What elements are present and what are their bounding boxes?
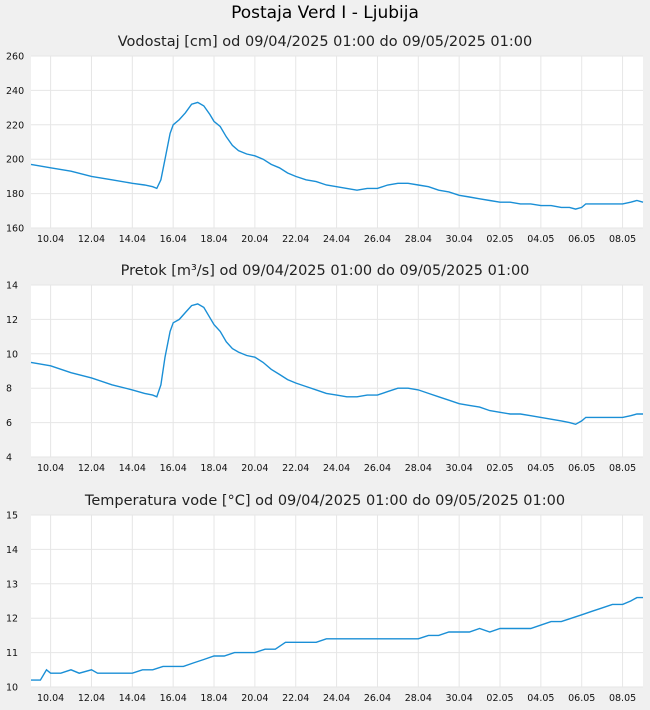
x-tick-label: 22.04 [282, 463, 309, 474]
x-tick-label: 30.04 [446, 463, 473, 474]
x-tick-label: 10.04 [37, 463, 64, 474]
y-tick-label: 12 [6, 614, 18, 625]
x-tick-label: 24.04 [323, 693, 350, 704]
y-tick-label: 10 [6, 683, 18, 694]
x-tick-label: 28.04 [405, 463, 432, 474]
x-tick-label: 22.04 [282, 693, 309, 704]
y-tick-label: 180 [6, 189, 24, 200]
y-tick-label: 14 [6, 281, 18, 292]
x-tick-label: 26.04 [364, 693, 391, 704]
y-tick-label: 240 [6, 86, 24, 97]
x-tick-label: 20.04 [241, 463, 268, 474]
x-tick-label: 04.05 [527, 693, 554, 704]
x-tick-label: 16.04 [160, 693, 187, 704]
y-tick-label: 13 [6, 579, 18, 590]
y-tick-label: 160 [6, 224, 24, 235]
x-tick-label: 10.04 [37, 693, 64, 704]
x-tick-label: 02.05 [486, 234, 513, 245]
x-tick-label: 26.04 [364, 463, 391, 474]
x-tick-label: 08.05 [609, 463, 636, 474]
chart-3: 10 11 12 13 14 15 10.04 12.04 14.04 16.04 18.04 20.… [6, 493, 643, 704]
y-tick-label: 4 [6, 453, 12, 464]
series-line [30, 303, 643, 426]
chart-title: Vodostaj [cm] od 09/04/2025 01:00 do 09/… [118, 34, 532, 50]
x-tick-label: 30.04 [446, 693, 473, 704]
x-tick-label: 28.04 [405, 693, 432, 704]
x-tick-label: 08.05 [609, 234, 636, 245]
x-tick-label: 26.04 [364, 234, 391, 245]
y-tick-label: 12 [6, 315, 18, 326]
x-tick-label: 20.04 [241, 693, 268, 704]
x-tick-label: 20.04 [241, 234, 268, 245]
y-tick-label: 6 [6, 418, 12, 429]
x-tick-label: 24.04 [323, 234, 350, 245]
x-tick-label: 24.04 [323, 463, 350, 474]
x-tick-label: 14.04 [119, 234, 146, 245]
x-tick-label: 06.05 [568, 463, 595, 474]
x-tick-label: 18.04 [200, 234, 227, 245]
chart-title: Temperatura vode [°C] od 09/04/2025 01:0… [84, 493, 565, 509]
x-tick-label: 14.04 [119, 693, 146, 704]
page-title: Postaja Verd I - Ljubija [231, 3, 419, 23]
series-line [31, 596, 643, 681]
y-tick-label: 8 [6, 384, 12, 395]
x-tick-label: 02.05 [486, 693, 513, 704]
x-tick-label: 18.04 [200, 693, 227, 704]
x-tick-label: 22.04 [282, 234, 309, 245]
x-tick-label: 18.04 [200, 463, 227, 474]
x-tick-label: 16.04 [160, 234, 187, 245]
y-tick-label: 260 [6, 52, 24, 63]
x-tick-label: 16.04 [160, 463, 187, 474]
y-tick-label: 15 [6, 511, 18, 522]
x-tick-label: 10.04 [37, 234, 64, 245]
x-tick-label: 04.05 [527, 234, 554, 245]
x-tick-label: 06.05 [568, 234, 595, 245]
y-tick-label: 11 [6, 648, 18, 659]
series-line [30, 101, 644, 210]
y-tick-label: 10 [6, 349, 18, 360]
chart-1: 160 180 200 220 240 260 10.04 12.04 14.04 16.04 18… [6, 34, 644, 245]
chart-2: 4 6 8 10 12 14 10.04 12.04 14.04 16.04 18.04 20.04 2… [6, 263, 643, 474]
x-tick-label: 06.05 [568, 693, 595, 704]
x-tick-label: 02.05 [486, 463, 513, 474]
x-tick-label: 12.04 [78, 693, 105, 704]
x-tick-label: 08.05 [609, 693, 636, 704]
y-tick-label: 220 [6, 120, 24, 131]
x-tick-label: 04.05 [527, 463, 554, 474]
y-tick-label: 200 [6, 155, 24, 166]
x-tick-label: 30.04 [446, 234, 473, 245]
x-tick-label: 14.04 [119, 463, 146, 474]
x-tick-label: 12.04 [78, 463, 105, 474]
chart-title: Pretok [m³/s] od 09/04/2025 01:00 do 09/… [121, 263, 530, 279]
x-tick-label: 28.04 [405, 234, 432, 245]
y-tick-label: 14 [6, 545, 18, 556]
x-tick-label: 12.04 [78, 234, 105, 245]
